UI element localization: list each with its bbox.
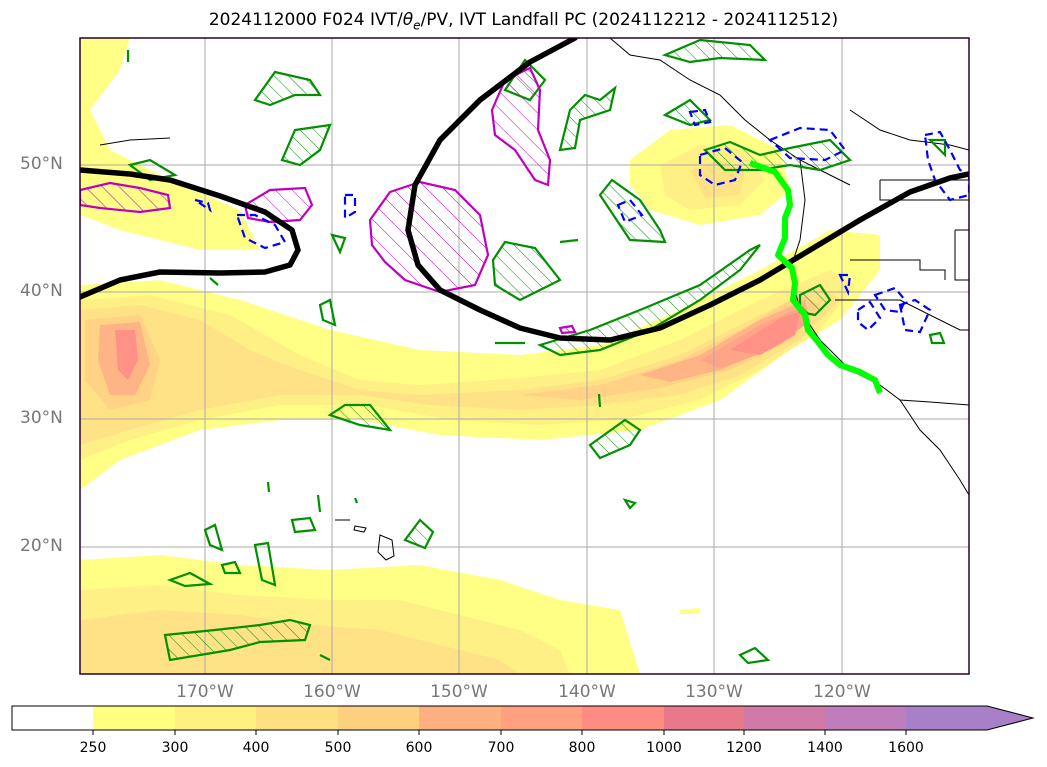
lat-label-40n: 40°N [20, 281, 63, 301]
colorbar-tick-400: 400 [242, 740, 270, 756]
title-theta: θ [402, 10, 414, 30]
colorbar-tick-250: 250 [79, 740, 107, 756]
lon-label-120w: 120°W [813, 682, 871, 702]
title-suffix: /PV, IVT Landfall PC (2024112212 - 20241… [420, 10, 839, 30]
colorbar-tick-1400: 1400 [807, 740, 843, 756]
pv-contours [126, 38, 947, 665]
lon-label-150w: 150°W [430, 682, 488, 702]
lon-label-140w: 140°W [558, 682, 616, 702]
theta-e-contour [80, 38, 969, 343]
plot-frame [79, 37, 970, 675]
lon-label-130w: 130°W [685, 682, 743, 702]
lon-label-170w: 170°W [176, 682, 234, 702]
lon-label-160w: 160°W [303, 682, 361, 702]
map-plot-area [80, 38, 969, 674]
colorbar-tick-300: 300 [161, 740, 189, 756]
title-subscript: e [413, 18, 421, 33]
colorbar-tick-600: 600 [405, 740, 433, 756]
lat-label-20n: 20°N [20, 536, 63, 556]
colorbar-tick-1000: 1000 [646, 740, 682, 756]
title-prefix: 2024112000 F024 IVT/ [208, 10, 403, 30]
negative-pv-contours [194, 108, 969, 334]
colorbar-tick-500: 500 [324, 740, 352, 756]
colorbar-tick-1600: 1600 [888, 740, 924, 756]
colorbar-tick-700: 700 [487, 740, 515, 756]
colorbar [11, 705, 1035, 735]
colorbar-tick-800: 800 [568, 740, 596, 756]
lat-label-30n: 30°N [20, 408, 63, 428]
colorbar-tick-1200: 1200 [726, 740, 762, 756]
map-title: 2024112000 F024 IVT/θe/PV, IVT Landfall … [0, 10, 1047, 32]
ivt-landfall-line [748, 160, 883, 395]
lat-label-50n: 50°N [20, 154, 63, 174]
